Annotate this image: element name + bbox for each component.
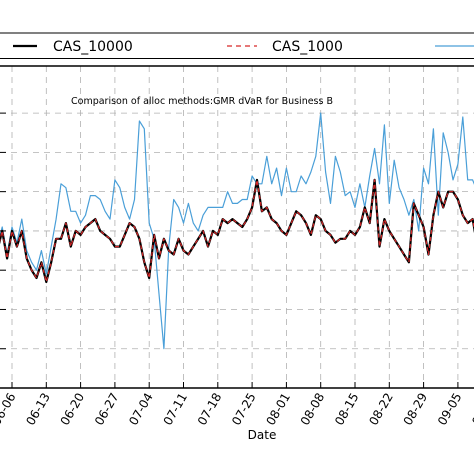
grid — [0, 66, 474, 388]
x-tick-label-08-22: 08-22 — [366, 391, 396, 428]
legend-label-cas-10000: CAS_10000 — [53, 39, 133, 55]
series-layer — [0, 112, 474, 350]
y-ticks — [0, 112, 6, 350]
x-tick-label-08-08: 08-08 — [298, 391, 328, 428]
x-tick-label-09-12: 09-12 — [469, 391, 474, 428]
x-tick-label-06-27: 06-27 — [92, 391, 122, 428]
x-tick-label-07-04: 07-04 — [126, 391, 156, 428]
x-tick-label-07-25: 07-25 — [229, 391, 259, 428]
x-tick-label-07-18: 07-18 — [195, 391, 225, 428]
chart-title: Comparison of alloc methods:GMR dVaR for… — [71, 96, 333, 107]
x-tick-label-06-13: 06-13 — [23, 391, 53, 428]
x-tick-label-06-20: 06-20 — [58, 391, 88, 428]
x-tick-label-08-15: 08-15 — [332, 391, 362, 428]
series-line-cas-1000 — [0, 179, 474, 283]
x-ticks: 06-06 06-13 06-20 06-27 07-04 07-11 07-18 07-25… — [0, 382, 474, 428]
plot-frame — [0, 65, 474, 389]
x-axis-label: Date — [248, 428, 277, 442]
x-tick-label-09-05: 09-05 — [435, 391, 465, 428]
legend-label-cas-1000: CAS_1000 — [272, 39, 343, 55]
series-line-series-3 — [0, 112, 474, 350]
plot-area: 06-06 06-13 06-20 06-27 07-04 07-11 07-18 07-25… — [0, 65, 474, 428]
x-tick-label-07-11: 07-11 — [161, 391, 191, 428]
legend: CAS_10000 CAS_1000 — [0, 32, 474, 59]
x-tick-label-08-29: 08-29 — [401, 391, 431, 428]
x-tick-label-06-06: 06-06 — [0, 391, 19, 428]
x-tick-label-08-01: 08-01 — [263, 391, 293, 428]
